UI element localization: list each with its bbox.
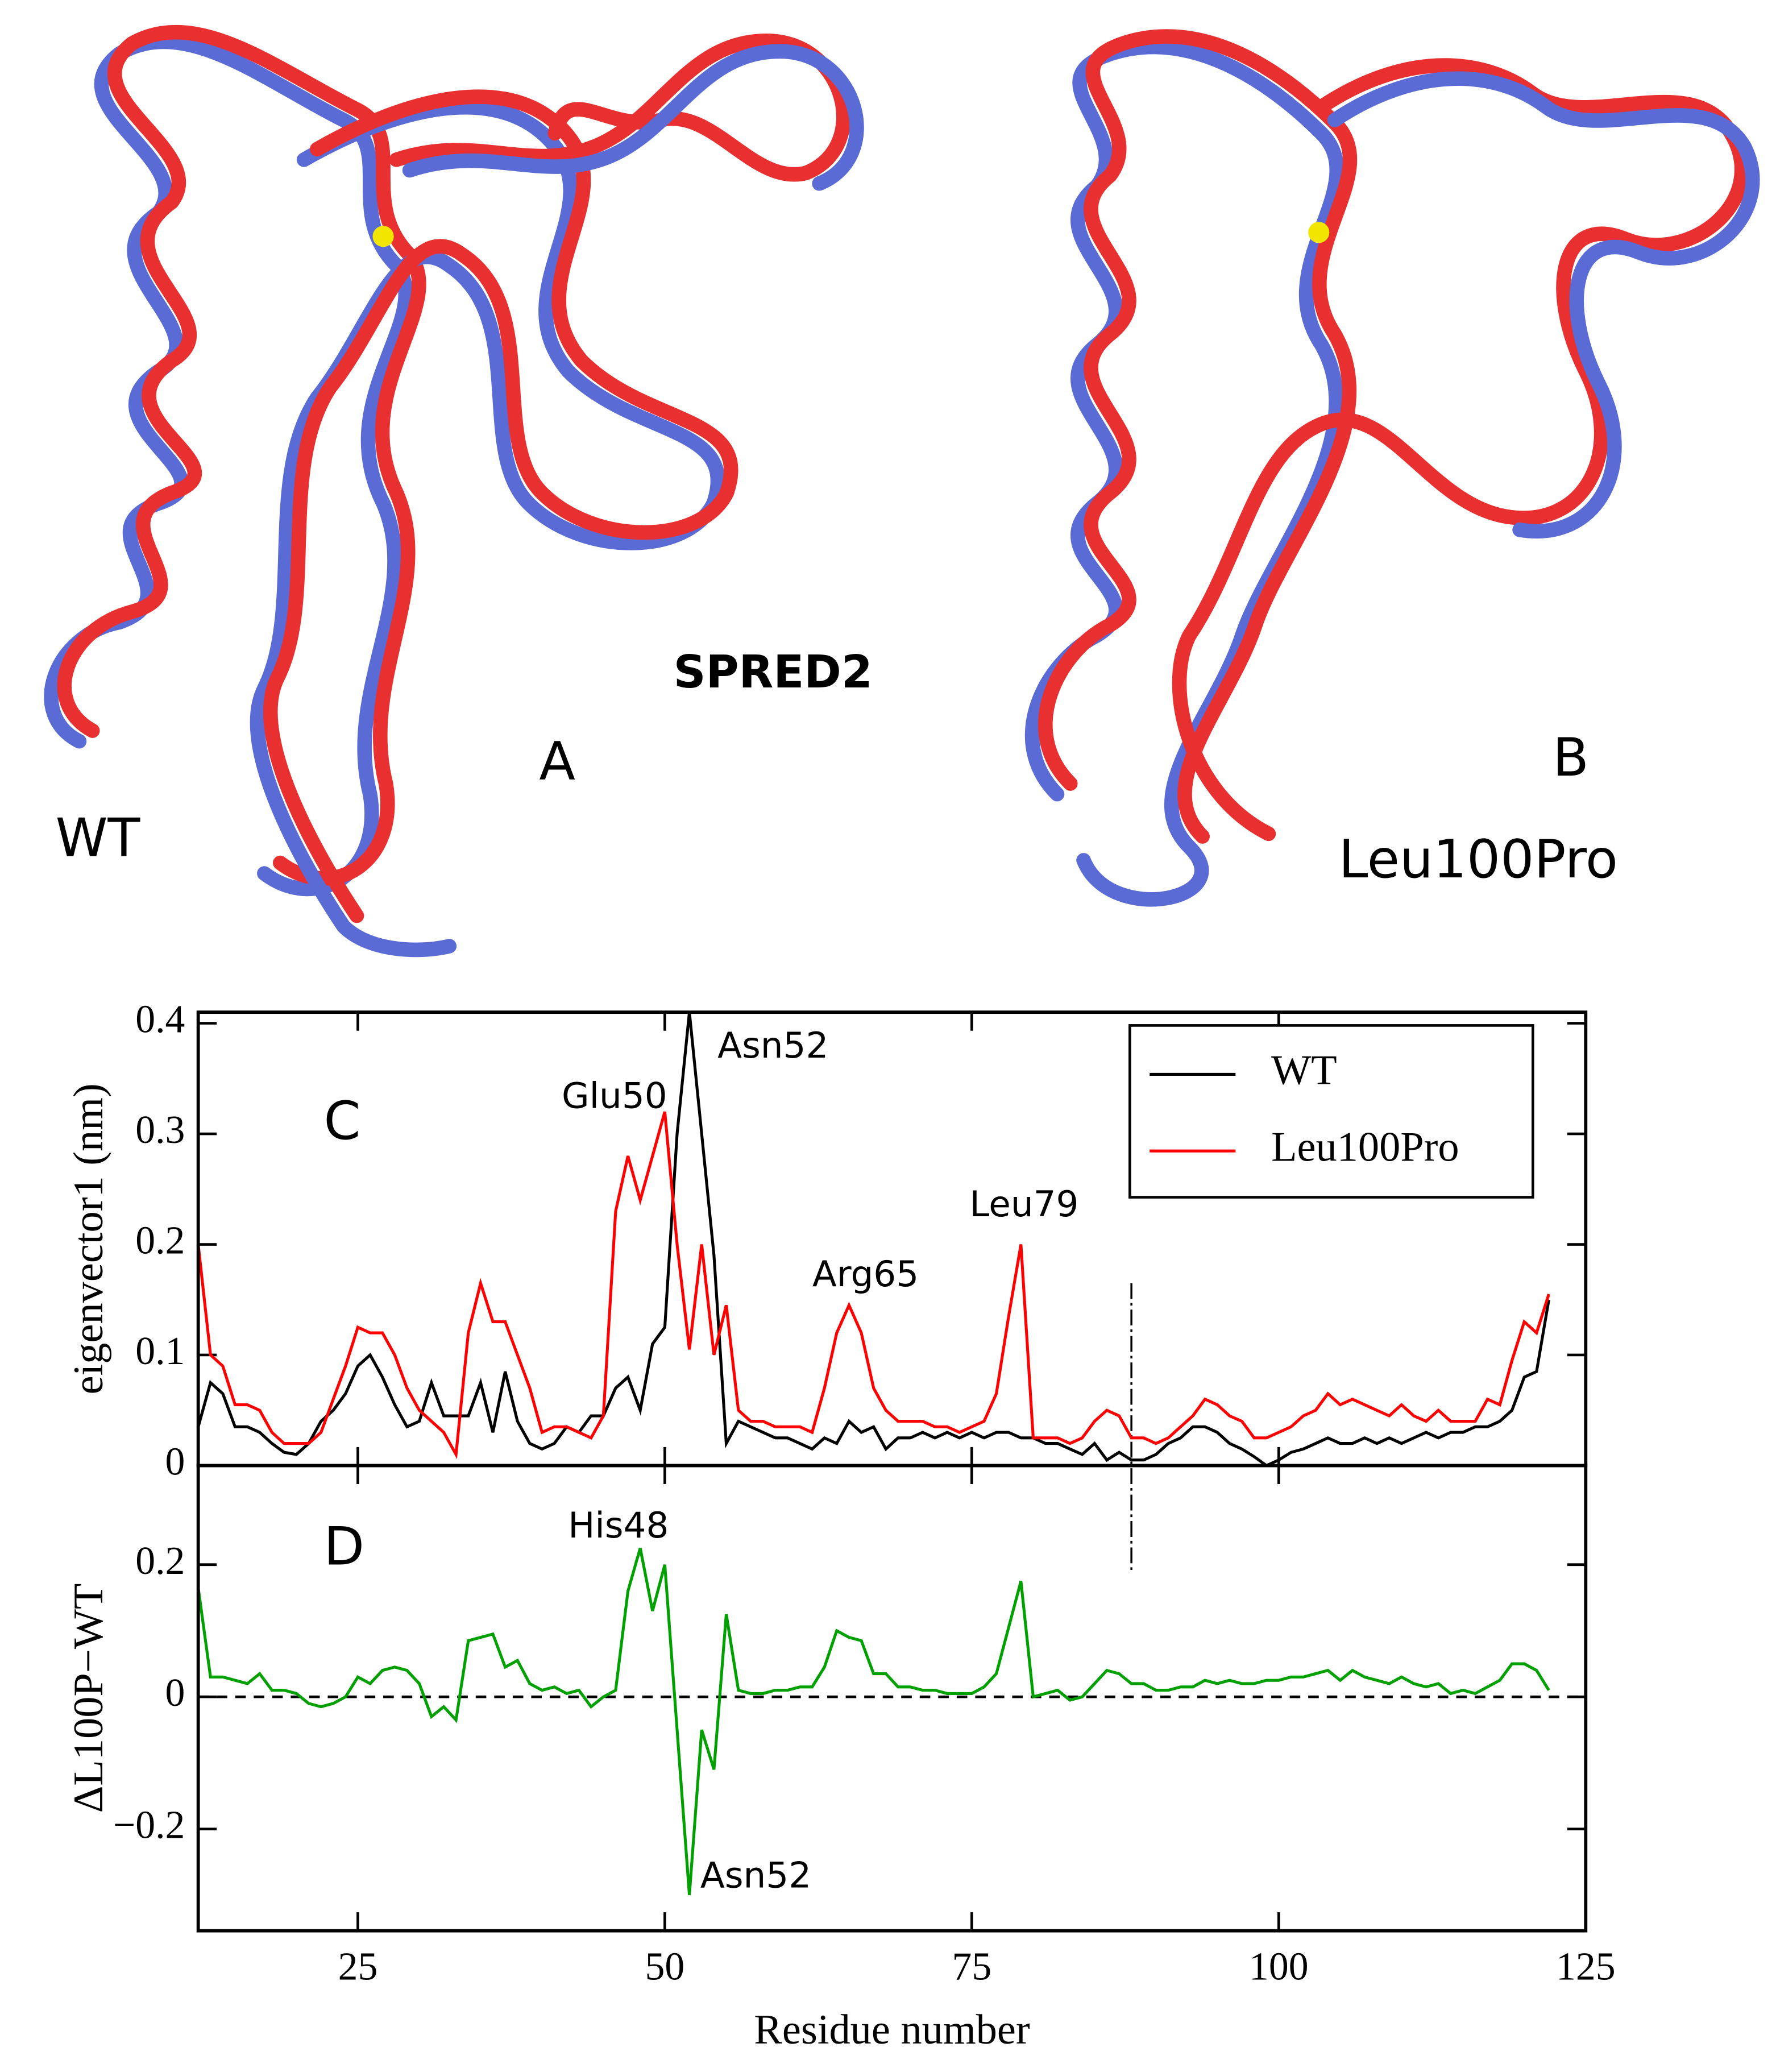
y-tick-label: −0.2 bbox=[113, 1804, 185, 1847]
structure-wt bbox=[44, 25, 864, 958]
panel-name: Leu100Pro bbox=[1339, 828, 1618, 890]
figure-title: SPRED2 bbox=[674, 646, 873, 698]
protein-structures bbox=[44, 25, 1760, 958]
data-line bbox=[197, 1548, 1550, 1896]
atom bbox=[1308, 222, 1330, 243]
annotation: His48 bbox=[568, 1505, 669, 1546]
annotation: Glu50 bbox=[562, 1075, 667, 1116]
y-axis-label: ΔL100P−WT bbox=[65, 1584, 112, 1813]
panel-name: WT bbox=[56, 807, 141, 869]
y-tick-label: 0.2 bbox=[135, 1539, 185, 1583]
data-line bbox=[197, 1012, 1550, 1468]
annotation: Leu79 bbox=[969, 1183, 1078, 1225]
y-tick-label: 0.2 bbox=[135, 1219, 185, 1263]
panel-label: B bbox=[1553, 727, 1589, 788]
legend-box bbox=[1128, 1024, 1534, 1199]
y-tick-label: 0.3 bbox=[135, 1108, 185, 1152]
plot-frame bbox=[196, 1464, 1588, 1933]
y-tick-label: 0 bbox=[165, 1671, 185, 1715]
x-tick-label: 25 bbox=[338, 1945, 378, 1988]
y-tick-label: 0 bbox=[165, 1440, 185, 1483]
data-line bbox=[197, 1111, 1550, 1460]
legend-label: Leu100Pro bbox=[1271, 1124, 1459, 1170]
annotation: Asn52 bbox=[717, 1025, 828, 1066]
annotation: Asn52 bbox=[700, 1855, 811, 1896]
y-tick-label: 0.1 bbox=[135, 1329, 185, 1373]
annotation: Arg65 bbox=[812, 1253, 919, 1295]
y-axis-label: eigenvector1 (nm) bbox=[65, 1083, 112, 1394]
legend-label: WT bbox=[1271, 1047, 1337, 1093]
x-tick-label: 100 bbox=[1249, 1945, 1309, 1988]
x-tick-label: 50 bbox=[645, 1945, 685, 1988]
y-tick-label: 0.4 bbox=[135, 998, 185, 1042]
panel-label: D bbox=[323, 1516, 364, 1577]
x-tick-label: 75 bbox=[952, 1945, 992, 1988]
atom bbox=[372, 226, 394, 247]
x-axis-label: Residue number bbox=[754, 2007, 1030, 2053]
x-tick-label: 125 bbox=[1556, 1945, 1616, 1988]
panel-label: A bbox=[539, 731, 575, 792]
panel-label: C bbox=[323, 1090, 360, 1151]
structure-mutant bbox=[1024, 29, 1760, 907]
